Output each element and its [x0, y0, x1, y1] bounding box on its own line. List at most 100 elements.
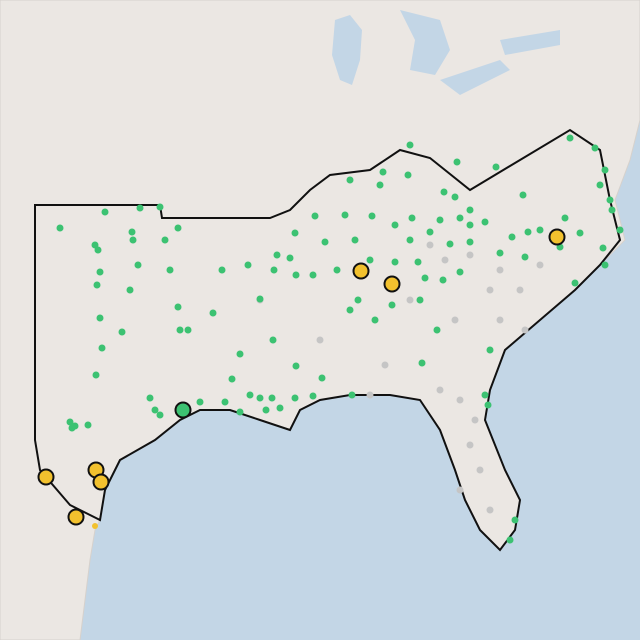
site-green	[492, 163, 500, 171]
markers	[37, 134, 624, 544]
site-green	[101, 208, 109, 216]
site-gray	[486, 286, 494, 294]
site-green	[421, 274, 429, 282]
site-gray	[466, 441, 474, 449]
site-green	[366, 256, 374, 264]
site-green	[146, 394, 154, 402]
site-gray	[406, 296, 414, 304]
site-green	[606, 196, 614, 204]
site-green	[221, 398, 229, 406]
site-green	[269, 336, 277, 344]
site-green	[354, 296, 362, 304]
site-green	[262, 406, 270, 414]
site-green	[286, 254, 294, 262]
site-green	[418, 359, 426, 367]
site-green	[236, 408, 244, 416]
site-green	[318, 374, 326, 382]
site-gray	[441, 256, 449, 264]
site-green	[379, 168, 387, 176]
site-green	[93, 281, 101, 289]
site-gray	[456, 396, 464, 404]
site-green	[368, 212, 376, 220]
site-yellow-small	[92, 523, 98, 529]
site-green	[348, 391, 356, 399]
region-outline	[34, 128, 622, 552]
site-green	[466, 221, 474, 229]
site-green	[333, 266, 341, 274]
site-green	[126, 286, 134, 294]
site-green	[508, 233, 516, 241]
site-green	[451, 193, 459, 201]
site-green	[596, 181, 604, 189]
site-gray	[476, 466, 484, 474]
site-green	[196, 398, 204, 406]
site-green	[273, 251, 281, 259]
site-green	[311, 212, 319, 220]
site-green	[496, 249, 504, 257]
site-green	[406, 236, 414, 244]
site-green	[341, 211, 349, 219]
site-green	[433, 326, 441, 334]
site-yellow-large	[548, 228, 566, 246]
site-green	[66, 418, 74, 426]
site-gray	[516, 286, 524, 294]
site-green	[156, 203, 164, 211]
site-green	[484, 401, 492, 409]
site-green	[481, 391, 489, 399]
site-green	[486, 346, 494, 354]
site-green	[416, 296, 424, 304]
site-green	[291, 229, 299, 237]
site-green	[256, 394, 264, 402]
site-green	[321, 238, 329, 246]
site-green	[84, 421, 92, 429]
site-yellow-large	[37, 468, 55, 486]
site-yellow-large	[67, 508, 85, 526]
site-gray	[536, 261, 544, 269]
site-green	[161, 236, 169, 244]
site-gray	[366, 391, 374, 399]
site-green	[406, 141, 414, 149]
site-green	[388, 301, 396, 309]
site-gray	[496, 316, 504, 324]
site-green	[236, 350, 244, 358]
site-green	[599, 244, 607, 252]
site-green	[391, 221, 399, 229]
site-green	[536, 226, 544, 234]
site-green	[576, 229, 584, 237]
site-green	[56, 224, 64, 232]
site-green	[151, 406, 159, 414]
site-green	[404, 171, 412, 179]
site-green	[566, 134, 574, 142]
site-green	[292, 362, 300, 370]
site-green	[96, 268, 104, 276]
site-green	[426, 228, 434, 236]
lake-huron	[400, 10, 450, 75]
site-green	[96, 314, 104, 322]
site-gray	[451, 316, 459, 324]
site-green	[391, 258, 399, 266]
lake-ontario	[500, 30, 560, 55]
site-gray	[486, 506, 494, 514]
site-green	[376, 181, 384, 189]
site-green	[456, 214, 464, 222]
site-gray	[316, 336, 324, 344]
site-green	[519, 191, 527, 199]
site-green	[174, 224, 182, 232]
site-green	[92, 371, 100, 379]
site-green-large	[174, 401, 192, 419]
site-yellow-large	[383, 275, 401, 293]
site-green	[408, 214, 416, 222]
site-green	[228, 375, 236, 383]
site-green	[466, 206, 474, 214]
site-green	[456, 268, 464, 276]
lake-michigan	[332, 15, 362, 85]
site-green	[446, 240, 454, 248]
site-green	[129, 236, 137, 244]
site-green	[309, 392, 317, 400]
site-yellow-large	[92, 473, 110, 491]
site-green	[256, 295, 264, 303]
site-green	[481, 218, 489, 226]
site-green	[521, 253, 529, 261]
site-green	[98, 344, 106, 352]
